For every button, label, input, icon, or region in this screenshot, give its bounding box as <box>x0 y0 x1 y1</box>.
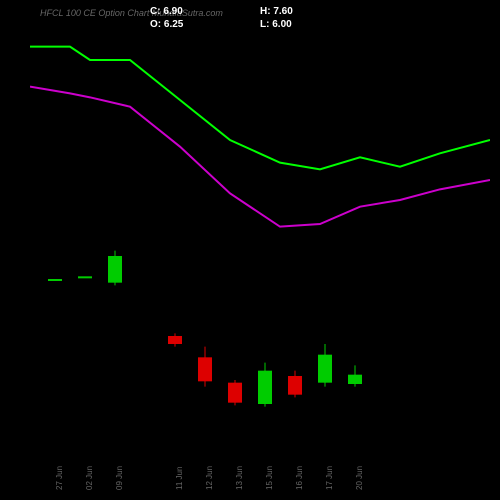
x-tick-label: 12 Jun <box>205 466 210 490</box>
x-tick-label: 15 Jun <box>265 466 270 490</box>
open-value: O: 6.25 <box>150 19 260 30</box>
x-tick-label: 17 Jun <box>325 466 330 490</box>
chart-plot-area <box>30 40 490 440</box>
x-tick-label: 16 Jun <box>295 466 300 490</box>
close-value: C: 6.90 <box>150 6 260 17</box>
x-tick-label: 13 Jun <box>235 466 240 490</box>
x-tick-label: 02 Jun <box>85 466 90 490</box>
x-tick-label: 27 Jun <box>55 466 60 490</box>
x-tick-label: 20 Jun <box>355 466 360 490</box>
low-value: L: 6.00 <box>260 19 370 30</box>
x-tick-label: 11 Jun <box>175 467 180 490</box>
ohlc-readout: C: 6.90 H: 7.60 O: 6.25 L: 6.00 <box>150 6 370 30</box>
chart-svg <box>30 40 490 440</box>
high-value: H: 7.60 <box>260 6 370 17</box>
x-axis: 27 Jun 02 Jun 09 Jun 11 Jun 12 Jun 13 Jun 15 J… <box>30 440 490 495</box>
x-tick-label: 09 Jun <box>115 466 120 490</box>
